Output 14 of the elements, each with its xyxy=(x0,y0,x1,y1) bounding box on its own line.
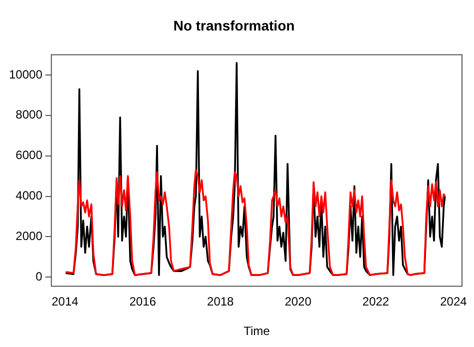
x-tick-label: 2016 xyxy=(129,294,156,309)
y-tick-label: 10000 xyxy=(8,67,43,82)
y-tick-label: 8000 xyxy=(16,108,43,122)
x-tick-label: 2022 xyxy=(362,294,390,309)
y-tick-label: 2000 xyxy=(16,229,43,243)
x-tick-label: 2024 xyxy=(440,294,468,309)
y-tick-label: 4000 xyxy=(16,188,43,203)
y-tick-label: 6000 xyxy=(16,148,43,162)
x-axis-title: Time xyxy=(244,324,270,338)
y-tick-label: 0 xyxy=(36,269,43,284)
x-tick-label: 2018 xyxy=(207,294,234,309)
chart-title: No transformation xyxy=(173,17,295,34)
x-tick-label: 2014 xyxy=(52,294,79,309)
x-tick-label: 2020 xyxy=(284,294,312,309)
